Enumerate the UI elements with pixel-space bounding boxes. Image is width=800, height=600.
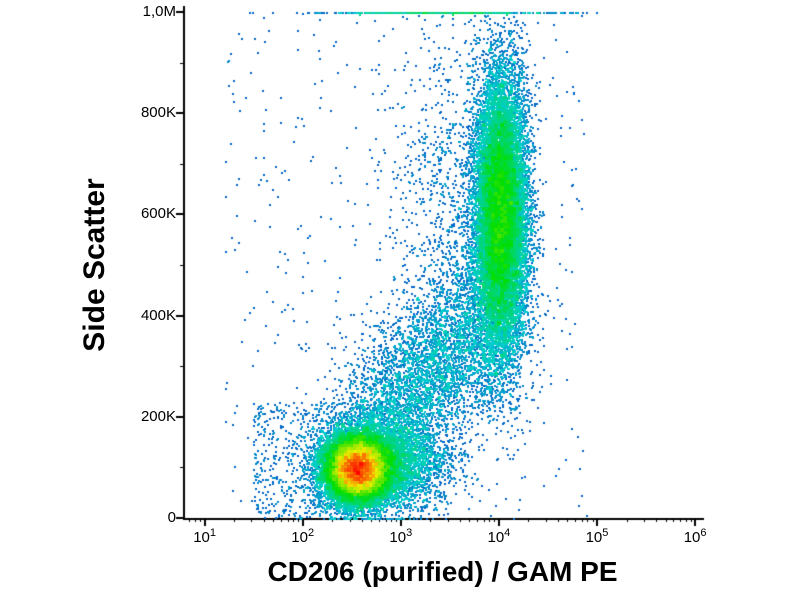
- x-tick-label: 101: [193, 527, 217, 546]
- x-tick-label: 104: [487, 527, 511, 546]
- y-tick-label: 800K: [140, 104, 176, 122]
- y-tick-label: 1,0M: [142, 3, 176, 20]
- y-axis-label: Side Scatter: [78, 178, 111, 352]
- y-tick-label: 0: [167, 509, 176, 526]
- y-tick-label: 200K: [140, 407, 176, 425]
- x-tick-label: 102: [291, 527, 315, 546]
- x-axis-label: CD206 (purified) / GAM PE: [267, 556, 618, 587]
- y-tick-label: 400K: [140, 306, 176, 324]
- x-tick-label: 105: [585, 527, 609, 546]
- x-tick-label: 103: [389, 527, 413, 546]
- x-tick-label: 106: [683, 527, 707, 546]
- y-tick-label: 600K: [140, 205, 176, 223]
